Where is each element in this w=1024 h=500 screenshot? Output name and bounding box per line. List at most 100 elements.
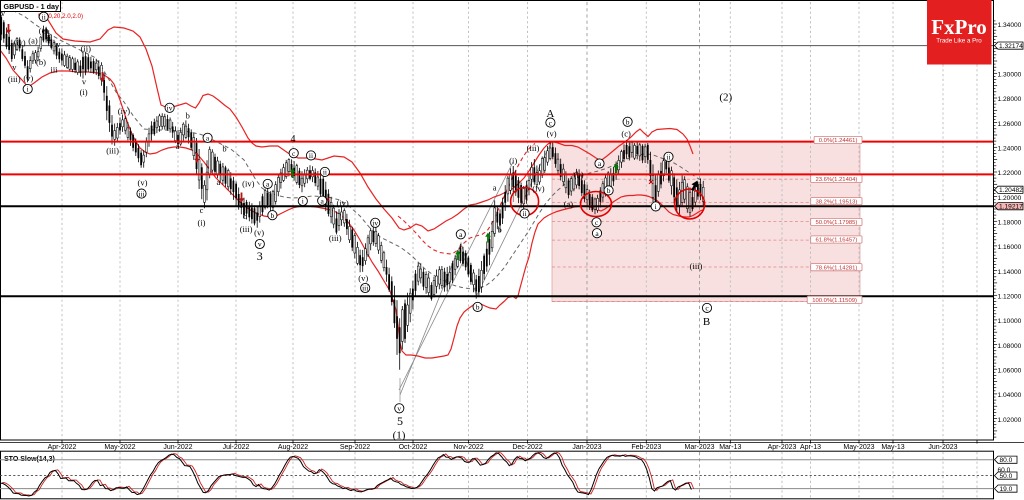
svg-text:1.08000: 1.08000 (998, 343, 1022, 350)
svg-text:1.24000: 1.24000 (998, 146, 1022, 153)
svg-text:iii: iii (50, 64, 58, 74)
svg-text:c: c (243, 211, 247, 221)
svg-text:1.16000: 1.16000 (998, 244, 1022, 251)
svg-text:50.0%(1.17985): 50.0%(1.17985) (815, 220, 857, 226)
svg-text:i: i (655, 202, 657, 211)
svg-text:a: a (176, 141, 180, 151)
svg-text:c: c (200, 205, 204, 215)
svg-text:(iii): (iii) (8, 74, 21, 84)
svg-text:1.20482: 1.20482 (999, 187, 1023, 194)
svg-text:May-2022: May-2022 (104, 444, 135, 451)
svg-text:ii: ii (46, 33, 51, 43)
svg-text:BB(0,20,2.0,2.0): BB(0,20,2.0,2.0) (38, 13, 83, 20)
svg-text:ii: ii (323, 168, 327, 177)
svg-text:Oct-2022: Oct-2022 (399, 444, 428, 451)
svg-text:v: v (1, 8, 6, 18)
svg-text:(i): (i) (197, 218, 205, 228)
svg-text:c: c (595, 218, 599, 227)
svg-text:100.0%(1.11509): 100.0%(1.11509) (812, 298, 857, 304)
svg-text:1.10000: 1.10000 (998, 318, 1022, 325)
svg-text:(v): (v) (358, 273, 368, 283)
svg-text:(iii): (iii) (240, 224, 253, 234)
svg-text:v: v (12, 62, 17, 72)
svg-text:Mar-13: Mar-13 (719, 444, 741, 451)
svg-text:v: v (82, 76, 87, 86)
svg-text:b: b (626, 118, 630, 127)
svg-text:a: a (598, 159, 602, 168)
svg-text:Apr-2022: Apr-2022 (48, 444, 77, 451)
svg-text:(iv): (iv) (532, 184, 544, 194)
svg-text:iv: iv (372, 219, 378, 228)
svg-text:Dec-2022: Dec-2022 (512, 444, 542, 451)
svg-text:May-2023: May-2023 (843, 444, 874, 451)
svg-text:Jun-2022: Jun-2022 (163, 444, 192, 451)
svg-text:a: a (217, 177, 221, 187)
svg-text:80.0: 80.0 (1000, 457, 1013, 464)
svg-text:(2): (2) (719, 92, 732, 104)
svg-text:b: b (476, 303, 480, 312)
svg-text:4: 4 (291, 134, 296, 145)
svg-text:c: c (705, 304, 709, 313)
svg-text:a: a (206, 134, 210, 143)
svg-text:(iv): (iv) (13, 38, 25, 48)
svg-text:1.34000: 1.34000 (998, 22, 1022, 29)
svg-text:(b): (b) (574, 170, 584, 180)
svg-text:×: × (325, 195, 331, 206)
svg-text:(ii): (ii) (81, 43, 92, 53)
svg-text:Nov-2022: Nov-2022 (453, 444, 483, 451)
svg-text:b: b (497, 224, 501, 234)
svg-text:(iv): (iv) (118, 106, 130, 116)
svg-text:a: a (493, 182, 497, 192)
svg-text:0.0%(1.24461): 0.0%(1.24461) (819, 138, 858, 144)
svg-text:23.6%(1.21404): 23.6%(1.21404) (815, 177, 857, 183)
svg-text:b: b (607, 186, 611, 195)
svg-text:(iv): (iv) (242, 179, 254, 189)
svg-text:Mar-2023: Mar-2023 (685, 444, 715, 451)
svg-text:(v): (v) (547, 129, 557, 139)
svg-text:iv: iv (54, 39, 61, 49)
svg-text:a: a (595, 229, 599, 238)
svg-text:1.22000: 1.22000 (998, 170, 1022, 177)
svg-text:v: v (258, 240, 262, 249)
svg-text:(a): (a) (564, 199, 574, 209)
svg-text:Apr-2023: Apr-2023 (768, 444, 797, 451)
svg-text:May-13: May-13 (881, 444, 904, 451)
svg-text:iii: iii (362, 284, 368, 293)
svg-text:1.26000: 1.26000 (998, 121, 1022, 128)
svg-text:5: 5 (397, 414, 403, 428)
svg-text:(v): (v) (254, 228, 264, 238)
svg-text:×: × (648, 177, 654, 188)
svg-text:Jun-2023: Jun-2023 (928, 444, 957, 451)
svg-text:ii: ii (666, 153, 670, 162)
svg-text:FxPro: FxPro (931, 15, 987, 39)
svg-text:(a): (a) (28, 36, 38, 46)
svg-text:(v): (v) (138, 177, 148, 187)
svg-text:1.28000: 1.28000 (998, 96, 1022, 103)
svg-text:(iii): (iii) (329, 233, 342, 243)
svg-text:ii: ii (42, 13, 46, 22)
svg-text:38.2%(1.19513): 38.2%(1.19513) (815, 199, 857, 205)
svg-text:b: b (222, 144, 226, 154)
svg-text:1.02000: 1.02000 (998, 417, 1022, 424)
svg-text:(c): (c) (621, 129, 631, 139)
svg-text:Jan-2023: Jan-2023 (572, 444, 601, 451)
svg-text:ii: ii (523, 209, 527, 218)
svg-text:a: a (321, 196, 325, 205)
svg-text:1.20000: 1.20000 (998, 195, 1022, 202)
svg-text:1.04000: 1.04000 (998, 392, 1022, 399)
svg-text:Trade Like a Pro: Trade Like a Pro (936, 38, 982, 45)
svg-text:A: A (546, 108, 554, 120)
svg-text:iv: iv (167, 104, 173, 113)
svg-text:ii: ii (309, 151, 313, 160)
svg-text:(1): (1) (393, 429, 406, 441)
svg-text:v: v (397, 404, 401, 413)
svg-text:c: c (549, 118, 553, 127)
svg-text:B: B (703, 316, 710, 328)
svg-text:(iii): (iii) (527, 143, 540, 153)
svg-text:Apr-13: Apr-13 (800, 444, 821, 451)
svg-text:b: b (271, 211, 275, 220)
svg-text:b: b (186, 111, 190, 121)
svg-text:19.0: 19.0 (1000, 486, 1013, 493)
svg-text:Aug-2022: Aug-2022 (278, 444, 308, 451)
svg-text:(iv): (iv) (336, 198, 348, 208)
